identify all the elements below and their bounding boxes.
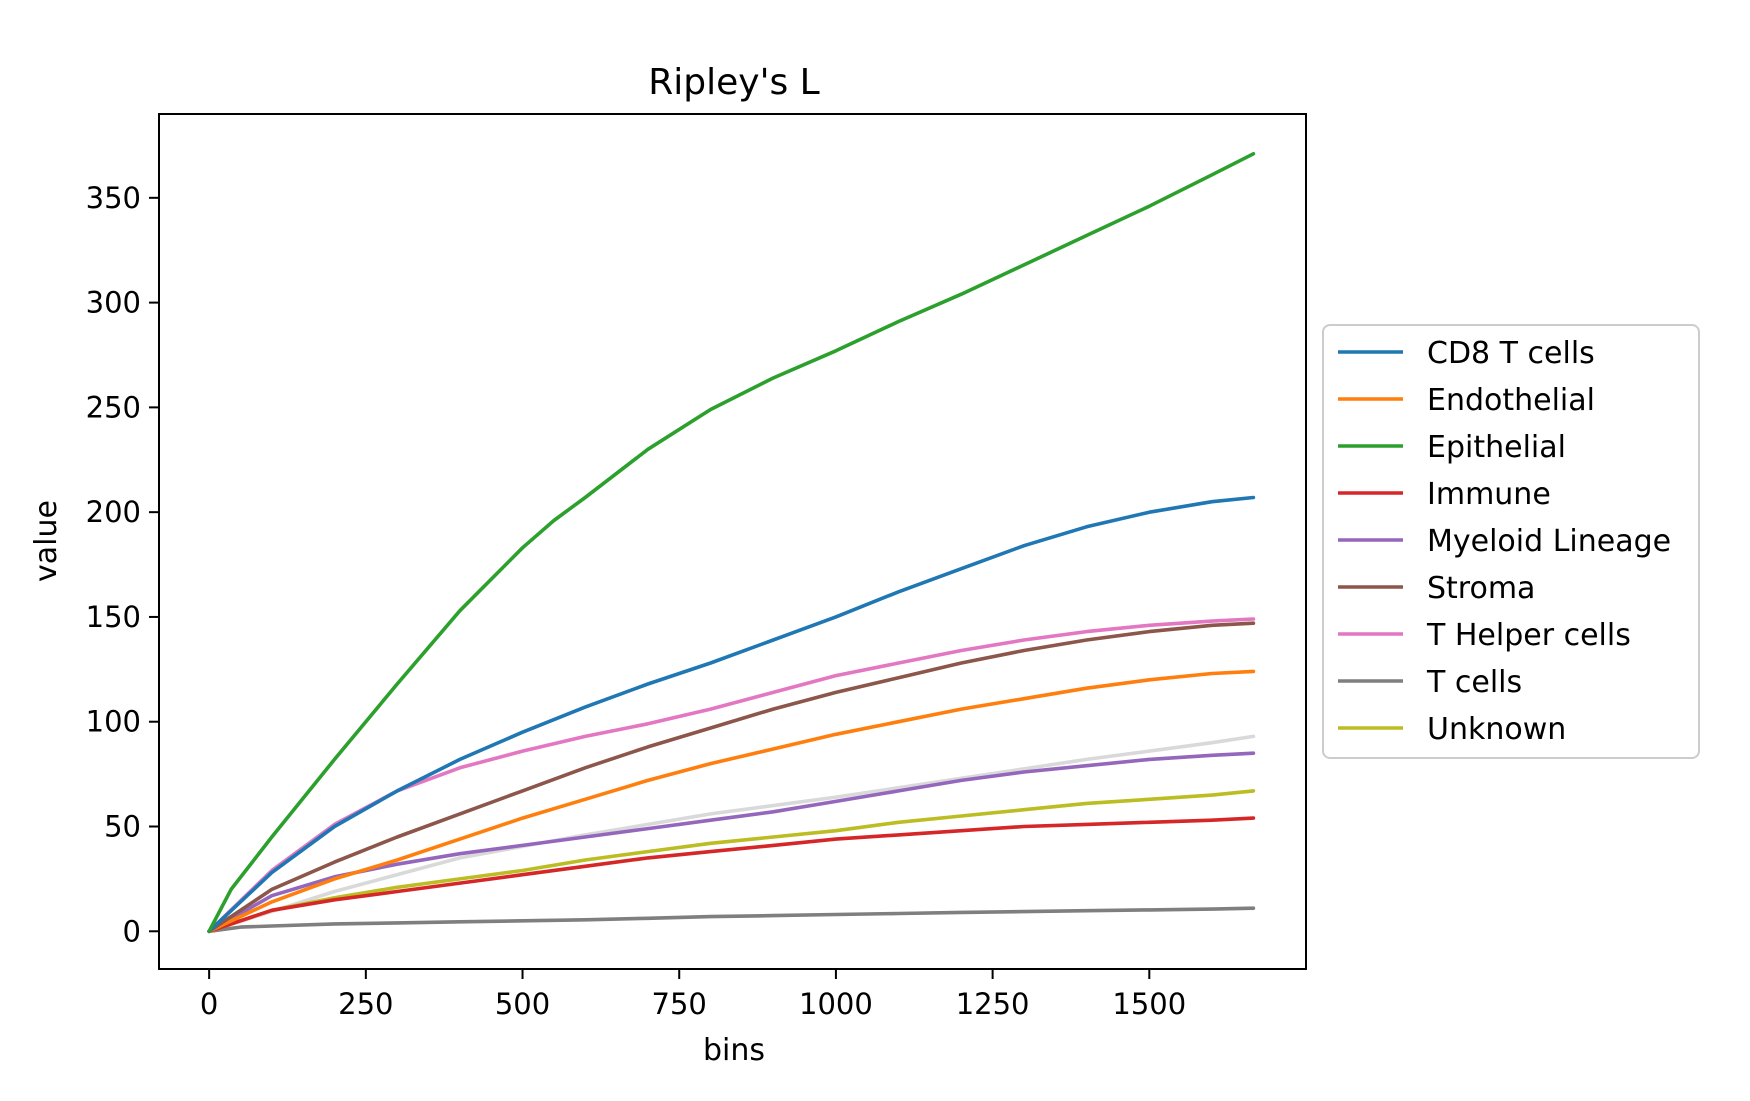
tick-layer: 0 250 500 750 1000 1250 1500 0 50 100 150 200 250 300… xyxy=(86,181,1187,1021)
y-tick-label: 0 xyxy=(123,914,141,948)
legend-box xyxy=(1322,324,1700,759)
y-tick-label: 200 xyxy=(86,495,141,529)
series-line-epithelial xyxy=(207,152,1256,934)
unlabeled-series-line xyxy=(207,734,1256,934)
legend-label: Epithelial xyxy=(1427,430,1566,465)
legend-label: T cells xyxy=(1426,665,1522,700)
y-tick-label: 50 xyxy=(104,810,141,844)
y-tick-label: 300 xyxy=(86,286,141,320)
x-tick-label: 1000 xyxy=(799,987,873,1021)
legend: CD8 T cells Endothelial Epithelial Immune My… xyxy=(1322,324,1700,759)
legend-label: Immune xyxy=(1427,477,1551,512)
y-axis-label: value xyxy=(29,500,64,582)
series-line-immune xyxy=(207,816,1256,934)
x-tick-label: 1500 xyxy=(1112,987,1186,1021)
x-tick-label: 0 xyxy=(200,987,218,1021)
series-line-stroma xyxy=(207,621,1256,934)
legend-label: T Helper cells xyxy=(1426,618,1631,653)
x-tick-label: 250 xyxy=(338,987,393,1021)
legend-label: Unknown xyxy=(1427,712,1566,747)
x-tick-label: 1250 xyxy=(956,987,1030,1021)
series-line-myeloid-lineage xyxy=(207,751,1256,934)
y-tick-label: 150 xyxy=(86,600,141,634)
x-tick-label: 500 xyxy=(495,987,550,1021)
x-axis-label: bins xyxy=(703,1033,765,1068)
y-tick-label: 350 xyxy=(86,181,141,215)
chart-title: Ripley's L xyxy=(648,62,819,103)
legend-label: CD8 T cells xyxy=(1427,336,1595,371)
y-tick-label: 100 xyxy=(86,705,141,739)
plot-area-frame xyxy=(158,113,1307,970)
legend-label: Myeloid Lineage xyxy=(1427,524,1671,559)
x-tick-label: 750 xyxy=(652,987,707,1021)
y-tick-label: 250 xyxy=(86,390,141,424)
legend-label: Endothelial xyxy=(1427,383,1595,418)
series-line-t-cells xyxy=(207,906,1256,934)
series-line-endothelial xyxy=(207,669,1256,934)
series-layer xyxy=(207,152,1256,934)
series-line-unknown xyxy=(207,789,1256,934)
legend-label: Stroma xyxy=(1427,571,1535,606)
series-line-cd8-t-cells xyxy=(207,495,1256,934)
